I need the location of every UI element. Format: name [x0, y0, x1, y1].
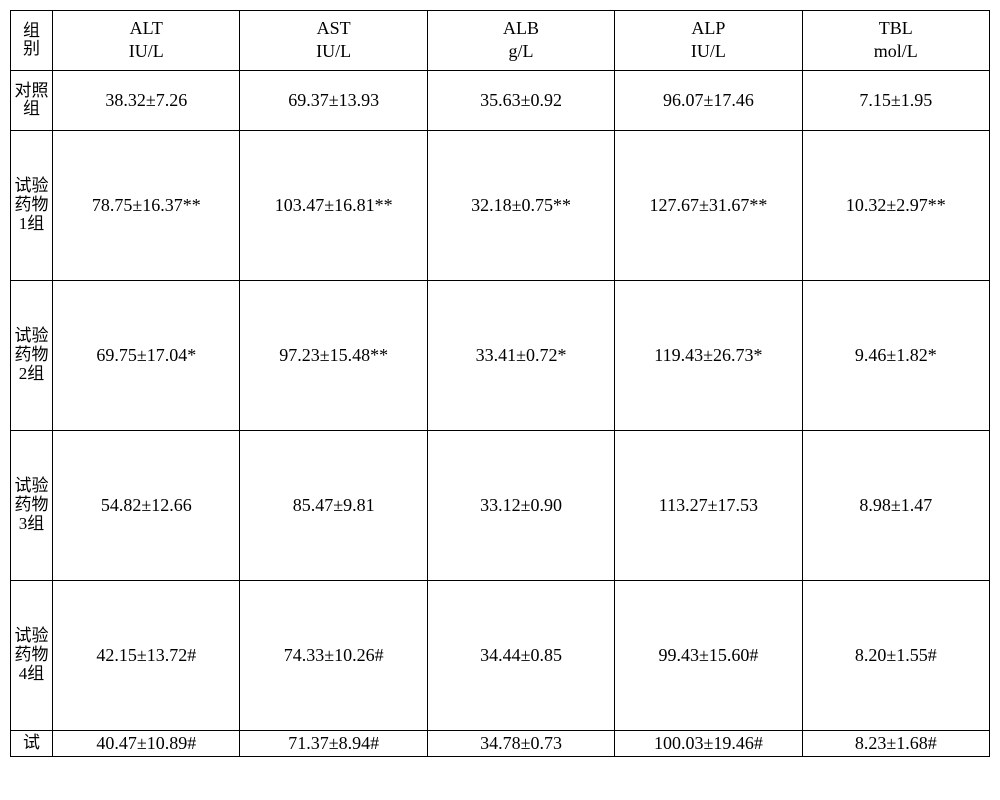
data-table: 组 别 ALT IU/L AST IU/L ALB g/L ALP IU/L T… — [10, 10, 990, 757]
column-header-alb: ALB g/L — [427, 11, 614, 71]
column-header-ast: AST IU/L — [240, 11, 427, 71]
data-cell: 33.12±0.90 — [427, 430, 614, 580]
data-cell: 69.37±13.93 — [240, 70, 427, 130]
data-cell: 35.63±0.92 — [427, 70, 614, 130]
column-header-alt: ALT IU/L — [53, 11, 240, 71]
data-cell: 42.15±13.72# — [53, 580, 240, 730]
header-unit: g/L — [509, 41, 534, 61]
table-row: 对照组 38.32±7.26 69.37±13.93 35.63±0.92 96… — [11, 70, 990, 130]
data-cell: 7.15±1.95 — [802, 70, 989, 130]
header-unit: IU/L — [691, 41, 726, 61]
header-label: 别 — [23, 39, 40, 58]
data-cell: 32.18±0.75** — [427, 130, 614, 280]
data-cell: 99.43±15.60# — [615, 580, 802, 730]
data-cell: 119.43±26.73* — [615, 280, 802, 430]
data-cell: 10.32±2.97** — [802, 130, 989, 280]
column-header-alp: ALP IU/L — [615, 11, 802, 71]
header-unit: IU/L — [316, 41, 351, 61]
header-label: TBL — [879, 18, 913, 38]
data-cell: 54.82±12.66 — [53, 430, 240, 580]
column-header-tbl: TBL mol/L — [802, 11, 989, 71]
data-cell: 34.44±0.85 — [427, 580, 614, 730]
data-cell: 8.98±1.47 — [802, 430, 989, 580]
header-unit: mol/L — [874, 41, 918, 61]
data-cell: 40.47±10.89# — [53, 730, 240, 756]
header-unit: IU/L — [129, 41, 164, 61]
table-row: 试验药物3组 54.82±12.66 85.47±9.81 33.12±0.90… — [11, 430, 990, 580]
table-header-row: 组 别 ALT IU/L AST IU/L ALB g/L ALP IU/L T… — [11, 11, 990, 71]
data-cell: 103.47±16.81** — [240, 130, 427, 280]
data-cell: 8.20±1.55# — [802, 580, 989, 730]
data-cell: 71.37±8.94# — [240, 730, 427, 756]
data-cell: 96.07±17.46 — [615, 70, 802, 130]
table-row: 试验药物2组 69.75±17.04* 97.23±15.48** 33.41±… — [11, 280, 990, 430]
data-cell: 74.33±10.26# — [240, 580, 427, 730]
group-cell: 试验药物2组 — [11, 280, 53, 430]
data-cell: 97.23±15.48** — [240, 280, 427, 430]
table-row: 试验药物1组 78.75±16.37** 103.47±16.81** 32.1… — [11, 130, 990, 280]
header-label: AST — [317, 18, 351, 38]
header-label: ALB — [503, 18, 539, 38]
column-header-group: 组 别 — [11, 11, 53, 71]
group-cell: 试验药物1组 — [11, 130, 53, 280]
data-cell: 69.75±17.04* — [53, 280, 240, 430]
data-cell: 34.78±0.73 — [427, 730, 614, 756]
table-row: 试 40.47±10.89# 71.37±8.94# 34.78±0.73 10… — [11, 730, 990, 756]
data-cell: 38.32±7.26 — [53, 70, 240, 130]
data-cell: 100.03±19.46# — [615, 730, 802, 756]
group-cell: 试验药物4组 — [11, 580, 53, 730]
group-cell: 试验药物3组 — [11, 430, 53, 580]
data-cell: 127.67±31.67** — [615, 130, 802, 280]
group-cell: 试 — [11, 730, 53, 756]
group-cell: 对照组 — [11, 70, 53, 130]
data-cell: 33.41±0.72* — [427, 280, 614, 430]
data-cell: 85.47±9.81 — [240, 430, 427, 580]
data-cell: 9.46±1.82* — [802, 280, 989, 430]
table-row: 试验药物4组 42.15±13.72# 74.33±10.26# 34.44±0… — [11, 580, 990, 730]
table-body: 对照组 38.32±7.26 69.37±13.93 35.63±0.92 96… — [11, 70, 990, 756]
header-label: ALP — [691, 18, 725, 38]
data-cell: 78.75±16.37** — [53, 130, 240, 280]
header-label: 组 — [23, 21, 40, 40]
data-cell: 8.23±1.68# — [802, 730, 989, 756]
data-cell: 113.27±17.53 — [615, 430, 802, 580]
header-label: ALT — [130, 18, 163, 38]
